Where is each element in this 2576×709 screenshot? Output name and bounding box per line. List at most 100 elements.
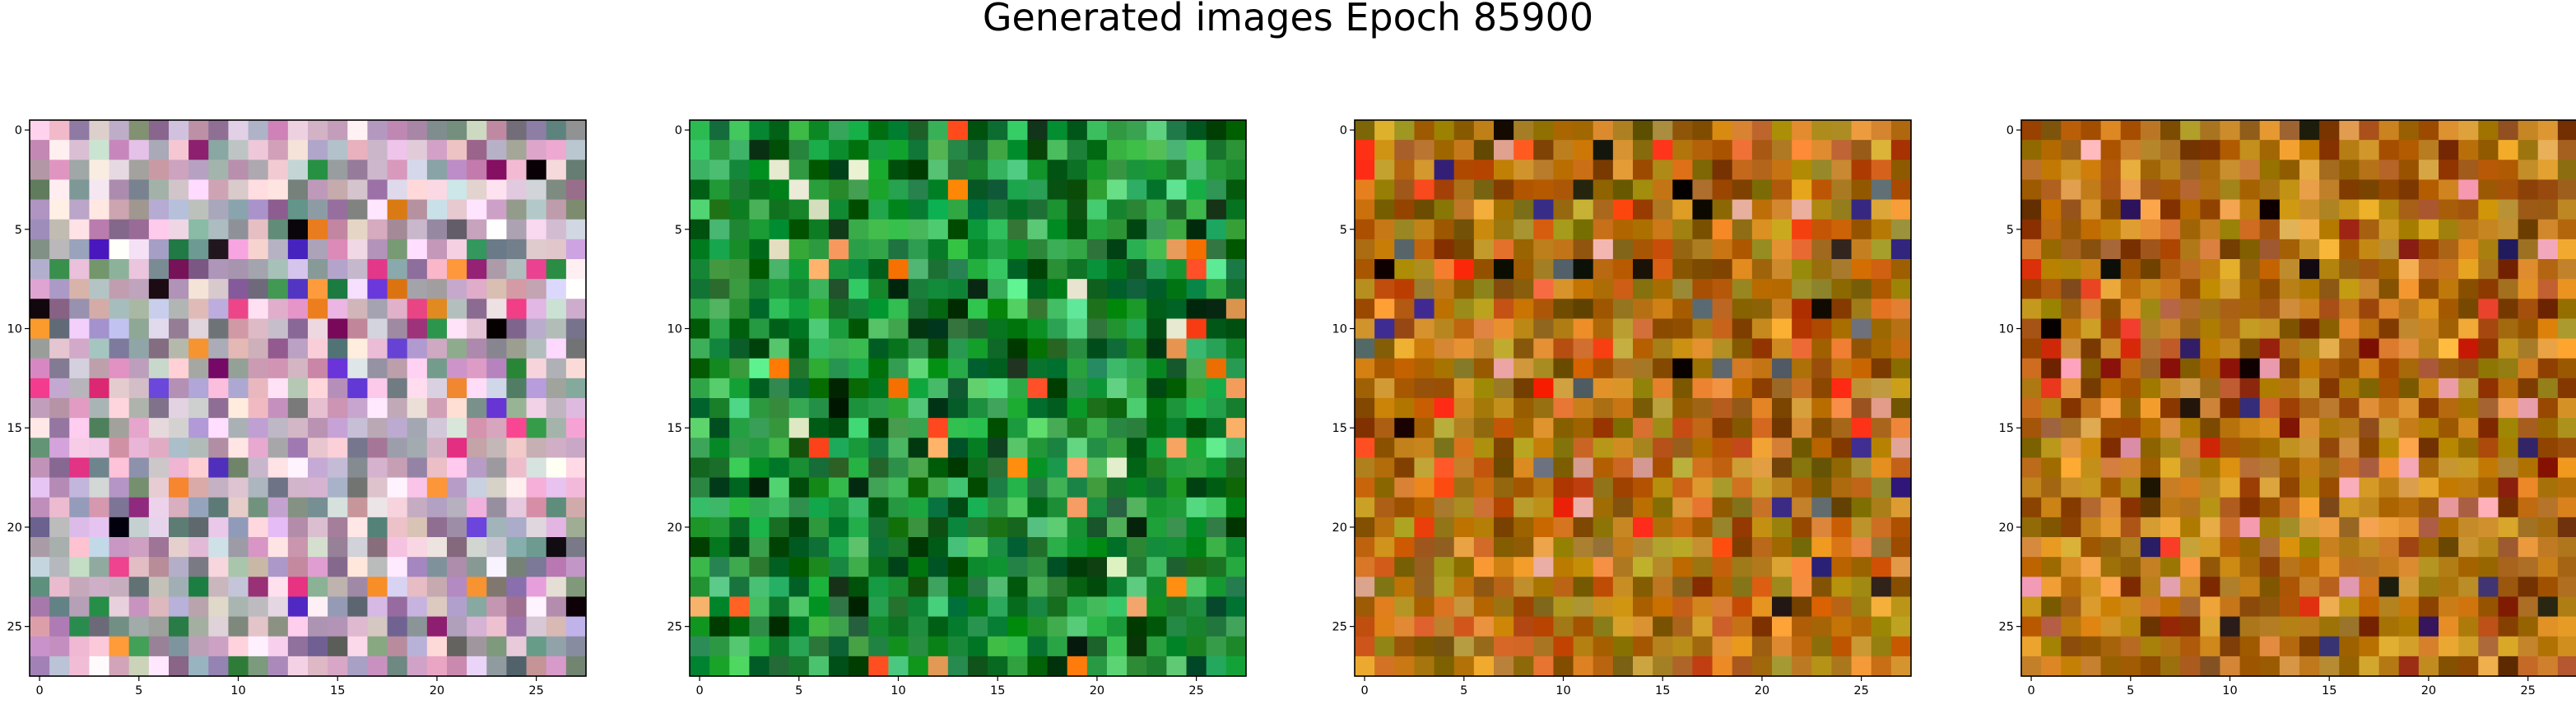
pixel-cell bbox=[788, 199, 810, 220]
pixel-cell bbox=[2299, 299, 2320, 320]
pixel-cell bbox=[690, 160, 710, 181]
pixel-cell bbox=[1494, 636, 1514, 657]
pixel-cell bbox=[1414, 636, 1435, 657]
pixel-cell bbox=[2279, 179, 2300, 201]
pixel-cell bbox=[426, 358, 448, 379]
pixel-cell bbox=[868, 457, 890, 479]
pixel-cell bbox=[2021, 596, 2042, 618]
pixel-cell bbox=[1633, 517, 1653, 538]
pixel-cell bbox=[2061, 398, 2082, 419]
pixel-cell bbox=[1225, 259, 1247, 280]
pixel-cell bbox=[2359, 497, 2380, 518]
pixel-cell bbox=[367, 279, 388, 299]
pixel-cell bbox=[328, 318, 348, 340]
pixel-cell bbox=[248, 338, 269, 359]
pixel-cell bbox=[1612, 378, 1634, 399]
pixel-cell bbox=[2041, 358, 2062, 379]
pixel-cell bbox=[1612, 358, 1634, 379]
pixel-cell bbox=[788, 577, 810, 598]
pixel-cell bbox=[506, 616, 528, 637]
pixel-cell bbox=[467, 636, 487, 657]
pixel-cell bbox=[928, 537, 949, 558]
pixel-cell bbox=[486, 378, 508, 399]
pixel-cell bbox=[1751, 596, 1773, 618]
pixel-cell bbox=[1653, 358, 1673, 379]
pixel-cell bbox=[1772, 497, 1793, 518]
pixel-cell bbox=[1851, 199, 1872, 220]
pixel-cell bbox=[526, 517, 547, 538]
pixel-cell bbox=[2180, 140, 2201, 160]
pixel-cell bbox=[2279, 497, 2300, 518]
pixel-cell bbox=[788, 378, 810, 399]
pixel-cell bbox=[1127, 140, 1147, 160]
pixel-cell bbox=[2478, 239, 2499, 260]
pixel-cell bbox=[407, 477, 428, 498]
pixel-cell bbox=[2439, 120, 2459, 141]
pixel-cell bbox=[1772, 279, 1793, 299]
pixel-cell bbox=[1831, 497, 1853, 518]
pixel-cell bbox=[1086, 477, 1108, 498]
pixel-cell bbox=[1831, 457, 1853, 479]
pixel-cell bbox=[2299, 517, 2320, 538]
pixel-cell bbox=[2061, 160, 2082, 181]
pixel-cell bbox=[407, 616, 428, 637]
pixel-cell bbox=[347, 318, 369, 340]
pixel-cell bbox=[1027, 299, 1049, 320]
pixel-cell bbox=[1414, 378, 1435, 399]
pixel-cell bbox=[1067, 259, 1088, 280]
pixel-cell bbox=[1672, 299, 1694, 320]
pixel-cell bbox=[308, 358, 328, 379]
pixel-cell bbox=[2239, 517, 2261, 538]
pixel-cell bbox=[1473, 438, 1495, 459]
pixel-cell bbox=[988, 358, 1008, 379]
pixel-cell bbox=[1732, 239, 1753, 260]
pixel-cell bbox=[749, 140, 770, 160]
pixel-cell bbox=[426, 477, 448, 498]
pixel-cell bbox=[808, 537, 830, 558]
pixel-cell bbox=[128, 378, 150, 399]
pixel-cell bbox=[1851, 537, 1872, 558]
pixel-cell bbox=[1653, 557, 1673, 577]
pixel-cell bbox=[328, 219, 348, 240]
pixel-cell bbox=[1355, 497, 1375, 518]
pixel-cell bbox=[1553, 497, 1574, 518]
pixel-cell bbox=[1225, 537, 1247, 558]
pixel-cell bbox=[690, 557, 710, 577]
pixel-cell bbox=[1712, 358, 1733, 379]
pixel-cell bbox=[30, 398, 50, 419]
pixel-cell bbox=[2359, 259, 2380, 280]
pixel-cell bbox=[2439, 279, 2459, 299]
pixel-cell bbox=[1225, 120, 1247, 141]
pixel-cell bbox=[2378, 120, 2400, 141]
pixel-cell bbox=[908, 636, 929, 657]
pixel-cell bbox=[1871, 438, 1892, 459]
pixel-cell bbox=[1553, 259, 1574, 280]
pixel-cell bbox=[2120, 477, 2141, 498]
pixel-cell bbox=[228, 179, 249, 201]
pixel-cell bbox=[2398, 557, 2420, 577]
pixel-cell bbox=[1732, 616, 1753, 637]
pixel-cell bbox=[148, 537, 170, 558]
pixel-cell bbox=[2259, 120, 2281, 141]
pixel-cell bbox=[2140, 140, 2161, 160]
pixel-cell bbox=[1514, 338, 1534, 359]
pixel-cell bbox=[148, 160, 170, 181]
pixel-cell bbox=[849, 537, 869, 558]
pixel-cell bbox=[1394, 596, 1416, 618]
pixel-cell bbox=[2378, 656, 2400, 677]
pixel-cell bbox=[769, 160, 790, 181]
pixel-cell bbox=[467, 120, 487, 141]
pixel-cell bbox=[2537, 517, 2559, 538]
pixel-cell bbox=[1831, 279, 1853, 299]
pixel-cell bbox=[49, 239, 70, 260]
pixel-cell bbox=[2279, 338, 2300, 359]
pixel-cell bbox=[1533, 299, 1555, 320]
pixel-cell bbox=[2418, 179, 2439, 201]
pixel-cell bbox=[2100, 318, 2122, 340]
pixel-cell bbox=[407, 596, 428, 618]
pixel-cell bbox=[2140, 299, 2161, 320]
pixel-cell bbox=[1107, 557, 1128, 577]
pixel-cell bbox=[2200, 199, 2221, 220]
pixel-cell bbox=[407, 438, 428, 459]
pixel-cell bbox=[69, 636, 91, 657]
